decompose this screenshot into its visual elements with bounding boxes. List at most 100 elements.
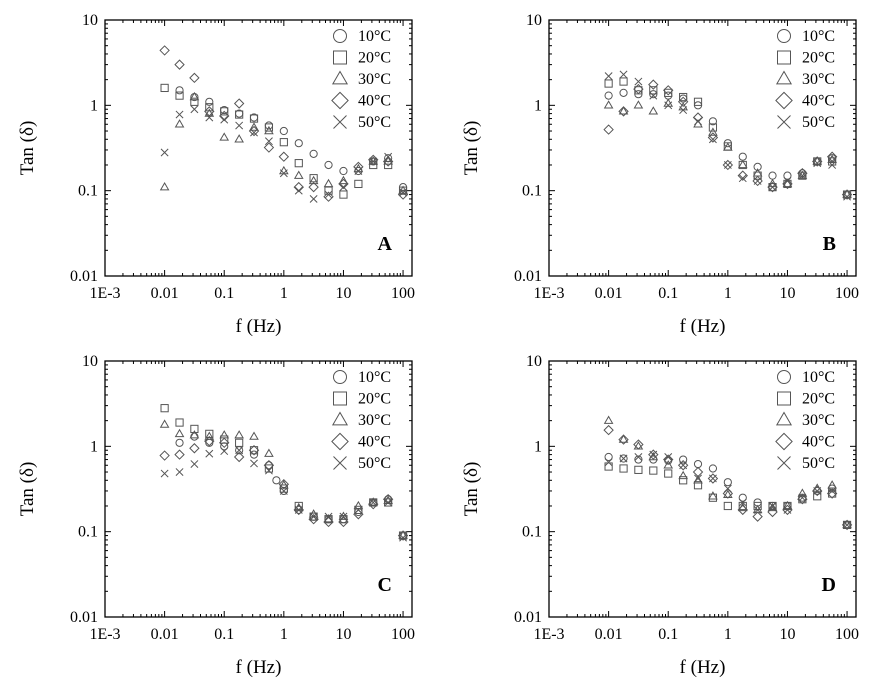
data-point-cross (634, 453, 643, 461)
data-point-circle (249, 450, 259, 459)
y-tick-label: 0.01 (514, 268, 542, 285)
data-point-square (354, 179, 363, 189)
data-point-triangle (767, 502, 778, 512)
data-point-square (768, 183, 777, 192)
data-point-diamond (752, 511, 763, 522)
data-point-circle (723, 478, 732, 487)
data-point-square (175, 418, 184, 427)
data-point-diamond (633, 439, 644, 450)
data-point-diamond (663, 85, 674, 96)
data-point-cross (190, 460, 199, 469)
data-point-diamond (278, 151, 290, 162)
data-point-diamond (159, 45, 170, 56)
data-point-diamond (263, 460, 275, 471)
data-point-square (649, 466, 658, 475)
data-point-diamond (603, 424, 614, 436)
data-point-diamond (368, 498, 379, 510)
data-point-cross (205, 449, 214, 458)
data-point-diamond (219, 437, 230, 449)
data-point-square (813, 492, 822, 501)
legend-triangle-icon (775, 70, 793, 85)
data-point-triangle (618, 106, 629, 115)
data-point-square (205, 429, 214, 438)
plot-frame (548, 19, 857, 277)
x-tick-label: 0.1 (658, 626, 678, 643)
data-point-cross (828, 161, 837, 169)
data-point-circle (708, 117, 718, 126)
data-point-square (160, 83, 169, 93)
data-point-diamond (841, 519, 853, 531)
y-tick-label: 10 (526, 12, 542, 29)
data-point-circle (768, 171, 777, 180)
x-axis-title: f (Hz) (680, 657, 726, 678)
legend-label: 20°C (358, 391, 391, 408)
data-point-cross (604, 72, 613, 81)
data-point-cross (649, 450, 658, 459)
data-point-diamond (174, 59, 185, 70)
data-point-circle (294, 139, 303, 148)
data-point-square (619, 77, 628, 86)
legend-circle-icon (333, 370, 347, 384)
x-tick-label: 0.1 (658, 285, 678, 302)
legend-circle-icon (777, 370, 791, 384)
data-point-cross (309, 194, 318, 203)
x-axis-title: f (Hz) (236, 316, 282, 337)
legend-diamond-icon (775, 91, 793, 110)
x-tick-label: 0.1 (214, 626, 234, 643)
data-point-square (264, 123, 274, 132)
data-point-cross (694, 117, 702, 126)
data-point-triangle (603, 100, 614, 109)
data-point-cross (324, 190, 333, 199)
legend-cross-icon (333, 456, 347, 470)
data-point-triangle (308, 175, 319, 185)
data-point-triangle (249, 122, 259, 131)
data-point-cross (205, 113, 214, 122)
data-point-diamond (308, 513, 319, 525)
legend-label: 10°C (802, 369, 835, 386)
data-point-cross (708, 135, 717, 144)
data-point-cross (664, 453, 673, 461)
data-point-square (679, 92, 688, 102)
data-point-diamond (233, 98, 245, 109)
data-point-circle (604, 452, 613, 462)
x-tick-label: 1E-3 (89, 285, 120, 302)
data-point-triangle (723, 142, 733, 151)
panel-label: B (823, 233, 836, 255)
data-point-square (664, 88, 673, 97)
legend-label: 20°C (802, 50, 835, 67)
data-point-cross (339, 512, 348, 521)
data-point-circle (264, 121, 274, 130)
legend-triangle-icon (775, 411, 793, 426)
data-point-diamond (782, 504, 793, 516)
data-point-square (294, 159, 303, 168)
x-tick-label: 0.01 (151, 285, 179, 302)
legend-diamond-icon (331, 432, 349, 451)
data-point-circle (175, 86, 184, 95)
data-point-diamond (692, 112, 704, 123)
data-point-triangle (189, 430, 200, 439)
y-axis-title: Tan (δ) (461, 462, 482, 517)
data-point-cross (679, 106, 688, 115)
legend-label: 40°C (358, 93, 391, 110)
data-point-square (604, 462, 613, 471)
x-tick-label: 10 (335, 285, 351, 302)
data-point-cross (279, 169, 288, 178)
data-point-cross (264, 137, 273, 146)
data-point-diamond (677, 96, 689, 108)
data-point-diamond (692, 466, 704, 478)
x-tick-label: 1E-3 (89, 626, 120, 643)
y-tick-label: 1 (534, 438, 542, 455)
data-point-square (828, 489, 837, 498)
legend-diamond-icon (775, 432, 793, 451)
data-point-cross (354, 167, 363, 175)
data-point-diamond (737, 504, 748, 516)
plot-frame (104, 19, 413, 277)
data-point-cross (160, 469, 169, 478)
data-point-circle (272, 476, 281, 485)
x-tick-label: 0.1 (214, 285, 234, 302)
data-point-diamond (204, 435, 215, 447)
data-point-diamond (797, 168, 808, 179)
y-tick-label: 0.1 (522, 524, 542, 541)
x-tick-label: 1 (724, 626, 732, 643)
